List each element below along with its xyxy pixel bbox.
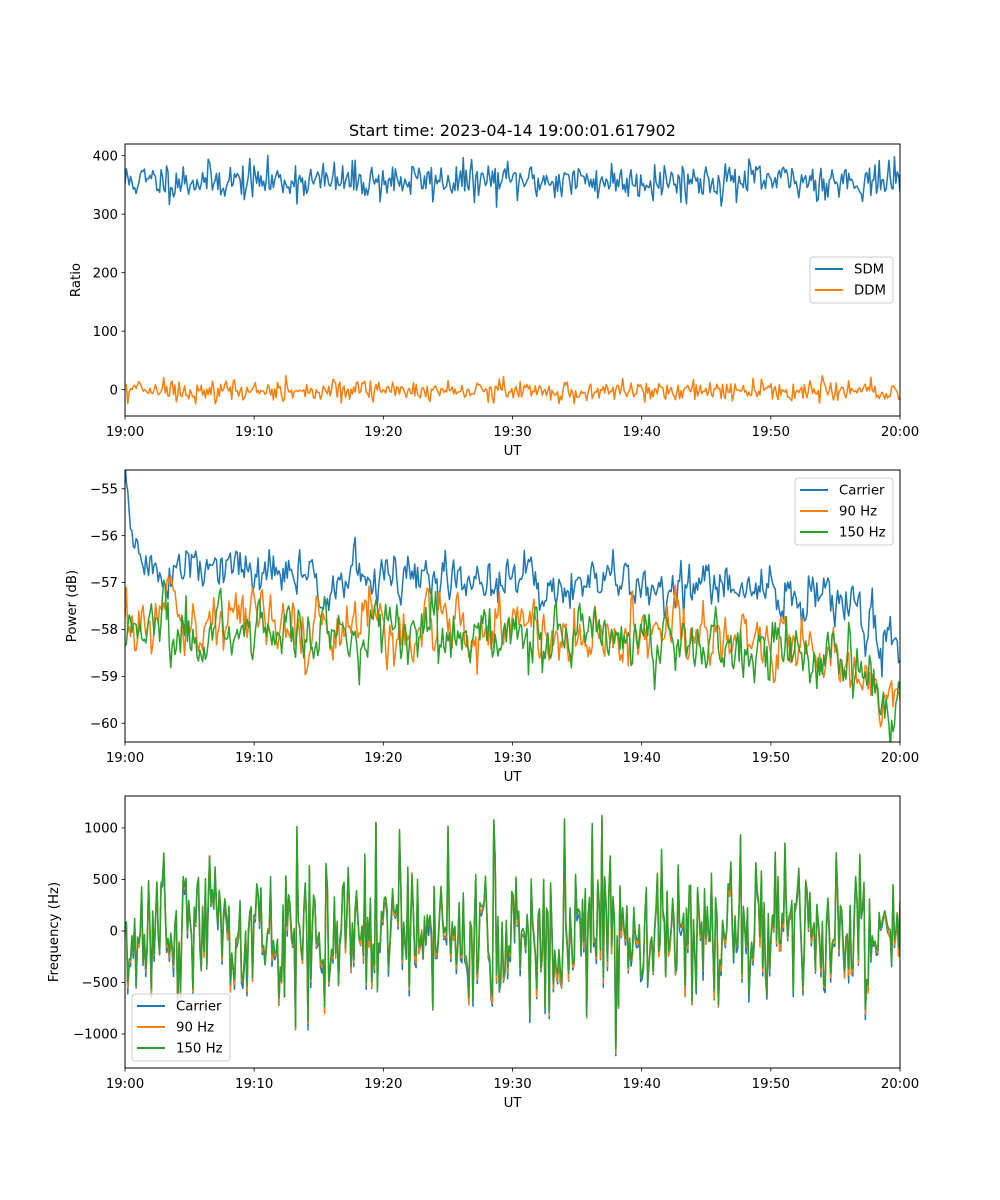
x-tick-label: 19:20	[364, 751, 402, 766]
legend-label: SDM	[854, 263, 884, 278]
y-tick-label: −55	[90, 482, 118, 497]
x-tick-label: 19:30	[493, 425, 531, 440]
x-tick-label: 20:00	[881, 751, 919, 766]
x-tick-label: 19:20	[364, 425, 402, 440]
y-tick-label: 200	[93, 266, 118, 281]
y-tick-label: 100	[93, 325, 118, 340]
frequency-panel: 19:00 19:10 19:20 19:30 19:40 19:50 20:00 1000 5…	[47, 795, 919, 1111]
legend-box	[131, 993, 231, 1062]
x-tick-label: 19:00	[106, 425, 144, 440]
x-tick-label: 20:00	[881, 1077, 919, 1092]
figure-title: Start time: 2023-04-14 19:00:01.617902	[349, 121, 676, 140]
x-tick-label: 19:30	[493, 1077, 531, 1092]
legend-box	[794, 477, 894, 546]
x-tick-label: 19:10	[235, 1077, 273, 1092]
y-tick-label: −1000	[73, 1028, 118, 1043]
y-tick-label: 0	[110, 925, 118, 940]
series-line-carrier	[125, 470, 900, 678]
power-x-axis-label: UT	[504, 770, 523, 785]
ratio-series-lines	[125, 154, 900, 405]
frequency-legend: Carrier 90 Hz 150 Hz	[131, 993, 231, 1062]
ratio-legend: SDM DDM	[809, 256, 894, 304]
x-tick-label: 19:40	[623, 425, 661, 440]
legend-label: 90 Hz	[839, 505, 877, 520]
x-tick-label: 19:10	[235, 751, 273, 766]
y-tick-label: −500	[81, 976, 118, 991]
ratio-y-axis-label: Ratio	[69, 263, 84, 297]
x-tick-label: 19:10	[235, 425, 273, 440]
power-series-lines	[125, 470, 900, 742]
x-tick-label: 19:50	[752, 1077, 790, 1092]
y-tick-label: −57	[90, 576, 118, 591]
series-line-sdm	[125, 154, 900, 208]
x-tick-label: 19:30	[493, 751, 531, 766]
y-tick-label: 400	[93, 149, 118, 164]
x-tick-label: 19:50	[752, 751, 790, 766]
y-tick-label: 1000	[84, 822, 118, 837]
y-tick-label: 0	[110, 383, 118, 398]
x-tick-label: 19:50	[752, 425, 790, 440]
y-tick-label: −56	[90, 529, 118, 544]
x-tick-label: 19:40	[623, 751, 661, 766]
ratio-panel: 19:00 19:10 19:20 19:30 19:40 19:50 20:00 0 100 2…	[69, 143, 920, 459]
ratio-x-axis-label: UT	[504, 444, 523, 459]
frequency-y-axis-label: Frequency (Hz)	[47, 882, 62, 982]
legend-label: 150 Hz	[839, 526, 886, 541]
legend-label: 90 Hz	[176, 1021, 214, 1036]
legend-label: Carrier	[839, 484, 885, 499]
x-tick-label: 19:40	[623, 1077, 661, 1092]
y-tick-label: −59	[90, 670, 118, 685]
y-tick-label: −58	[90, 623, 118, 638]
y-tick-label: −60	[90, 717, 118, 732]
y-tick-label: 500	[93, 873, 118, 888]
frequency-series-lines	[125, 814, 900, 1057]
x-tick-label: 19:00	[106, 1077, 144, 1092]
legend-label: DDM	[854, 284, 886, 299]
legend-label: 150 Hz	[176, 1042, 223, 1057]
power-legend: Carrier 90 Hz 150 Hz	[794, 477, 894, 546]
frequency-x-axis-label: UT	[504, 1096, 523, 1111]
series-line-150-hz	[125, 814, 900, 1051]
series-line-150-hz	[125, 579, 900, 742]
legend-label: Carrier	[176, 1000, 222, 1015]
frequency-ticks: 19:00 19:10 19:20 19:30 19:40 19:50 20:00 1000 5…	[73, 822, 919, 1092]
power-panel: 19:00 19:10 19:20 19:30 19:40 19:50 20:00 −55 −5…	[65, 469, 919, 785]
ratio-ticks: 19:00 19:10 19:20 19:30 19:40 19:50 20:00 0 100 2…	[93, 149, 920, 440]
series-line-ddm	[125, 374, 900, 405]
x-tick-label: 19:00	[106, 751, 144, 766]
x-tick-label: 20:00	[881, 425, 919, 440]
power-y-axis-label: Power (dB)	[65, 570, 80, 642]
x-tick-label: 19:20	[364, 1077, 402, 1092]
y-tick-label: 300	[93, 208, 118, 223]
power-ticks: 19:00 19:10 19:20 19:30 19:40 19:50 20:00 −55 −5…	[90, 482, 919, 766]
